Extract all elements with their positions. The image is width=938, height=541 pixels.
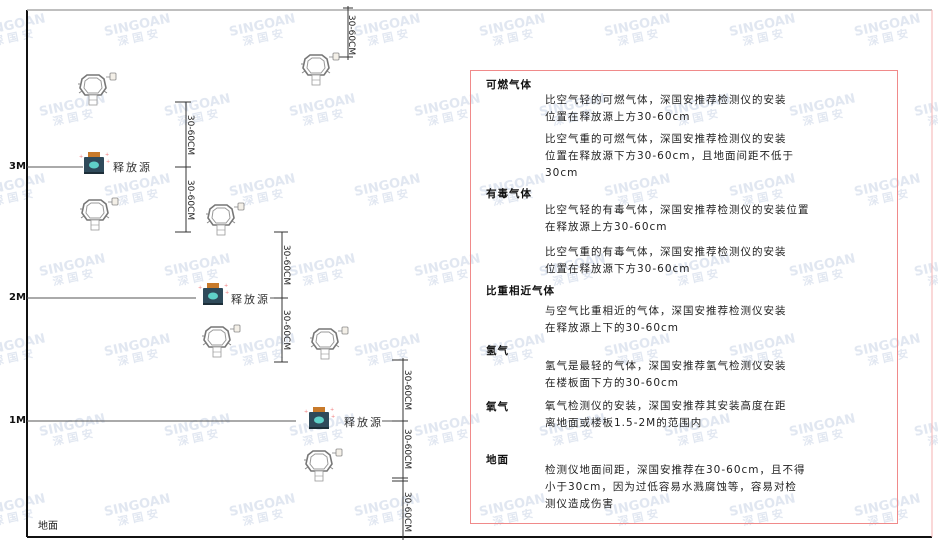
note-toxic-lighter: 比空气轻的有毒气体，深国安推荐检测仪的安装位置 在释放源上方30-60cm (545, 204, 810, 233)
source-label: 释放源 (231, 293, 270, 306)
gas-detector-icon (309, 326, 349, 360)
level-label-1m: 1M (9, 415, 26, 426)
note-toxic-heavier: 比空气重的有毒气体，深国安推荐检测仪的安装 位置在释放源下方30-60cm (545, 246, 787, 275)
note-ground: 检测仪地面间距，深国安推荐在30-60cm，且不得 小于30cm，因为过低容易水… (545, 464, 806, 510)
dimension-label: 30-60CM (185, 114, 196, 156)
release-source-icon (79, 152, 111, 174)
dimension-label: 30-60CM (402, 491, 413, 533)
dimension-label: 30-60CM (402, 428, 413, 470)
dimension-label: 30-60CM (281, 244, 292, 286)
gas-detector-icon (205, 202, 245, 236)
gas-detector-icon (201, 324, 241, 358)
release-source-icon (304, 407, 336, 429)
note-hydrogen: 氢气是最轻的气体，深国安推荐氢气检测仪安装 在楼板面下方的30-60cm (545, 360, 787, 389)
gas-detector-icon (300, 52, 340, 86)
gas-detector-icon (303, 448, 343, 482)
note-heading-oxygen: 氧气 (486, 401, 509, 413)
note-heading-ground: 地面 (486, 454, 509, 466)
note-heading-toxic: 有毒气体 (486, 188, 532, 200)
note-heading-flammable: 可燃气体 (486, 79, 532, 91)
level-label-3m: 3M (9, 161, 26, 172)
note-oxygen: 氧气检测仪的安装，深国安推荐其安装高度在距 离地面或楼板1.5-2M的范围内 (545, 400, 787, 429)
dimension-lines (175, 6, 408, 540)
gas-detector-icon (79, 197, 119, 231)
source-label: 释放源 (113, 161, 152, 174)
note-similar: 与空气比重相近的气体，深国安推荐检测仪安装 在释放源上下的30-60cm (545, 305, 787, 334)
dimension-label: 30-60CM (402, 369, 413, 411)
notes-panel (470, 70, 898, 524)
source-label: 释放源 (344, 416, 383, 429)
release-source-icon (198, 283, 230, 305)
note-flammable-lighter: 比空气轻的可燃气体，深国安推荐检测仪的安装 位置在释放源上方30-60cm (545, 94, 787, 123)
ground-label: 地面 (38, 521, 58, 532)
note-flammable-heavier: 比空气重的可燃气体，深国安推荐检测仪的安装 位置在释放源下方30-60cm，且地… (545, 133, 795, 179)
note-heading-similar: 比重相近气体 (486, 285, 555, 297)
level-label-2m: 2M (9, 292, 26, 303)
dimension-label: 30-60CM (346, 14, 357, 56)
note-heading-hydrogen: 氢气 (486, 345, 509, 357)
gas-detector-icon (77, 72, 117, 106)
dimension-label: 30-60CM (281, 309, 292, 351)
dimension-label: 30-60CM (185, 179, 196, 221)
